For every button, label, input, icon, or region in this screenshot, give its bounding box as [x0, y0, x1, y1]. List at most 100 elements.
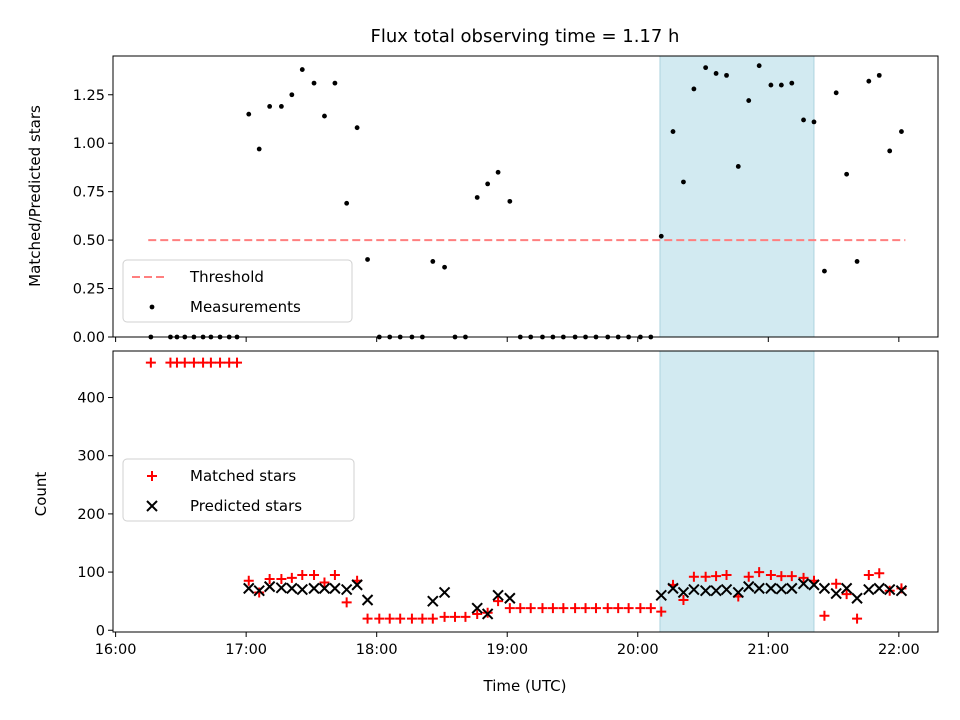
data-point-predicted-stars [481, 608, 494, 620]
data-point-matched-stars [145, 357, 156, 368]
data-point-measurements [768, 82, 774, 88]
data-point-predicted-stars [471, 602, 483, 614]
data-point-predicted-stars [667, 582, 679, 595]
x-tick-label: 18:00 [356, 642, 398, 658]
y-tick-label: 300 [77, 449, 105, 465]
y-tick-label: 400 [77, 391, 105, 407]
data-point-matched-stars [525, 603, 536, 614]
x-tick-label: 20:00 [617, 642, 659, 658]
data-point-measurements [746, 98, 752, 103]
data-point-measurements [844, 171, 850, 177]
legend-label: Measurements [190, 298, 301, 316]
y-tick-label: 100 [77, 565, 105, 581]
panel-counts: 0 100 200 300 400 16:00 17:00 18:00 19:00 20:00 21… [77, 350, 939, 658]
data-point-predicted-stars [873, 582, 885, 595]
data-point-predicted-stars [243, 582, 255, 595]
y-tick-label: 1.25 [73, 88, 105, 104]
data-point-matched-stars [547, 603, 558, 614]
data-point-predicted-stars [753, 582, 765, 595]
data-point-measurements [332, 80, 338, 86]
data-point-predicted-stars [688, 583, 700, 596]
data-point-matched-stars [427, 613, 438, 624]
data-point-matched-stars [286, 572, 297, 583]
legend-label: Predicted stars [190, 497, 302, 515]
data-point-measurements [735, 164, 741, 169]
legend: Matched stars Predicted stars [122, 458, 355, 522]
data-point-predicted-stars [361, 594, 374, 606]
data-point-predicted-stars [765, 582, 777, 595]
data-point-matched-stars [243, 575, 254, 586]
y-axis-label-ratio: Matched/Predicted stars [26, 105, 44, 287]
data-point-matched-stars [329, 569, 340, 580]
chart-title: Flux total observing time = 1.17 h [371, 26, 680, 47]
legend-symbol [149, 304, 155, 310]
data-point-matched-stars [558, 603, 569, 614]
data-point-predicted-stars [253, 584, 265, 597]
data-point-matched-stars [841, 589, 852, 600]
data-point-matched-stars [874, 568, 885, 579]
data-point-matched-stars [384, 613, 395, 624]
data-point-predicted-stars [808, 579, 820, 591]
data-point-matched-stars [570, 603, 581, 614]
data-point-predicted-stars [296, 583, 308, 596]
data-point-measurements [811, 119, 817, 125]
data-point-predicted-stars [883, 583, 896, 596]
data-point-measurements [778, 82, 784, 88]
legend-box [122, 259, 353, 323]
data-point-measurements [713, 71, 719, 76]
data-point-predicted-stars [329, 582, 341, 595]
data-point-measurements [246, 111, 252, 117]
data-point-matched-stars [602, 603, 613, 614]
x-tick-label: 22:00 [878, 642, 920, 658]
y-tick-label: 0.25 [73, 282, 105, 298]
axes-frame [112, 55, 939, 338]
data-point-measurements [822, 268, 827, 274]
data-point-matched-stars [678, 595, 689, 606]
data-point-matched-stars [590, 603, 601, 614]
data-point-matched-stars [700, 571, 711, 582]
data-point-matched-stars [297, 569, 308, 580]
data-point-predicted-stars [438, 586, 451, 599]
y-tick-label: 1.00 [73, 136, 105, 152]
data-point-measurements [801, 117, 806, 123]
data-point-matched-stars [688, 571, 699, 582]
data-point-matched-stars [319, 577, 330, 588]
data-point-matched-stars [215, 357, 226, 368]
data-point-matched-stars [776, 571, 787, 582]
highlight-span [659, 55, 815, 338]
x-axis-label: Time (UTC) [483, 677, 567, 695]
data-point-matched-stars [450, 611, 461, 622]
data-point-predicted-stars [786, 582, 798, 595]
data-point-matched-stars [374, 613, 385, 624]
data-point-predicted-stars [308, 582, 320, 595]
data-point-measurements [854, 259, 860, 264]
y-tick-label: 200 [77, 507, 105, 523]
data-point-matched-stars [406, 613, 417, 624]
data-point-matched-stars [656, 606, 667, 617]
data-point-predicted-stars [427, 595, 439, 607]
data-point-matched-stars [439, 611, 450, 622]
data-point-measurements [299, 67, 305, 72]
data-point-matched-stars [188, 357, 199, 368]
data-point-predicted-stars [863, 583, 875, 596]
data-point-predicted-stars [710, 584, 722, 597]
data-point-matched-stars [852, 613, 863, 624]
data-point-predicted-stars [840, 582, 853, 595]
data-point-predicted-stars [286, 582, 298, 595]
data-point-matched-stars [765, 569, 776, 580]
data-point-measurements [354, 125, 360, 131]
data-point-matched-stars [831, 578, 842, 589]
data-point-matched-stars [515, 603, 526, 614]
data-point-predicted-stars [743, 580, 755, 593]
data-point-matched-stars [460, 611, 471, 622]
data-point-matched-stars [309, 569, 320, 580]
legend: Threshold Measurements [122, 259, 353, 323]
legend-label: Matched stars [190, 467, 296, 485]
y-tick-label: 0.75 [73, 185, 105, 201]
x-tick-label: 17:00 [225, 642, 267, 658]
data-point-matched-stars [254, 587, 265, 598]
data-point-matched-stars [537, 603, 548, 614]
data-point-predicted-stars [351, 579, 363, 591]
data-point-measurements [442, 264, 447, 270]
